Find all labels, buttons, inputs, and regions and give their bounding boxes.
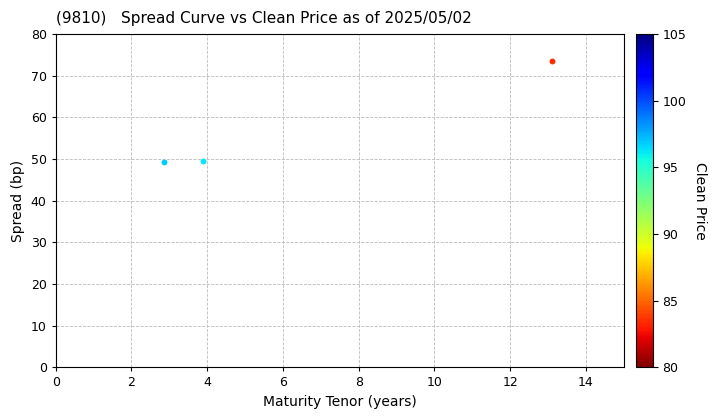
Y-axis label: Spread (bp): Spread (bp) xyxy=(11,160,25,242)
Point xyxy=(158,159,169,165)
Text: (9810)   Spread Curve vs Clean Price as of 2025/05/02: (9810) Spread Curve vs Clean Price as of… xyxy=(55,11,472,26)
Point xyxy=(546,58,557,65)
Y-axis label: Clean Price: Clean Price xyxy=(693,162,707,240)
Point xyxy=(198,158,210,165)
X-axis label: Maturity Tenor (years): Maturity Tenor (years) xyxy=(263,395,417,409)
